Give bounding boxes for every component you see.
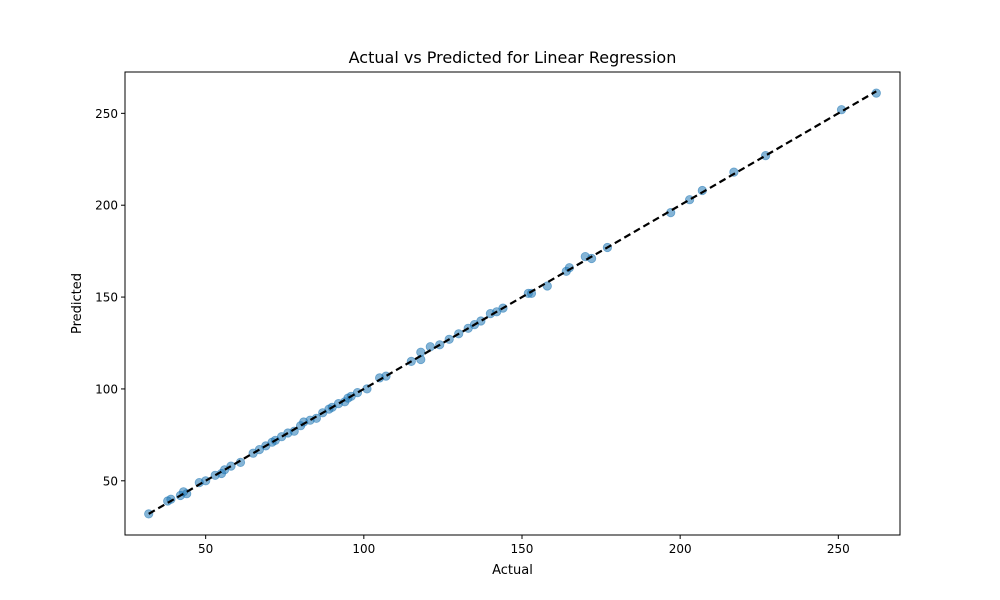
y-axis-label: Predicted	[70, 273, 85, 334]
y-axis: 50 100 150 200 250	[95, 107, 125, 488]
reference-line-layer	[148, 90, 877, 515]
y-tick-label: 200	[95, 199, 118, 213]
y-tick-label: 100	[95, 382, 118, 396]
x-tick-label: 100	[352, 542, 375, 556]
x-axis-label: Actual	[492, 563, 533, 578]
x-tick-label: 150	[511, 542, 534, 556]
y-tick-label: 50	[103, 474, 118, 488]
chart-title: Actual vs Predicted for Linear Regressio…	[349, 48, 677, 67]
x-tick-label: 50	[198, 542, 213, 556]
x-tick-label: 200	[669, 542, 692, 556]
y-tick-label: 150	[95, 291, 118, 305]
x-axis: 50 100 150 200 250	[198, 535, 850, 556]
x-tick-label: 250	[827, 542, 850, 556]
y-tick-label: 250	[95, 107, 118, 121]
plot-frame	[124, 71, 901, 536]
data-point	[542, 281, 552, 291]
reference-line	[148, 90, 877, 515]
